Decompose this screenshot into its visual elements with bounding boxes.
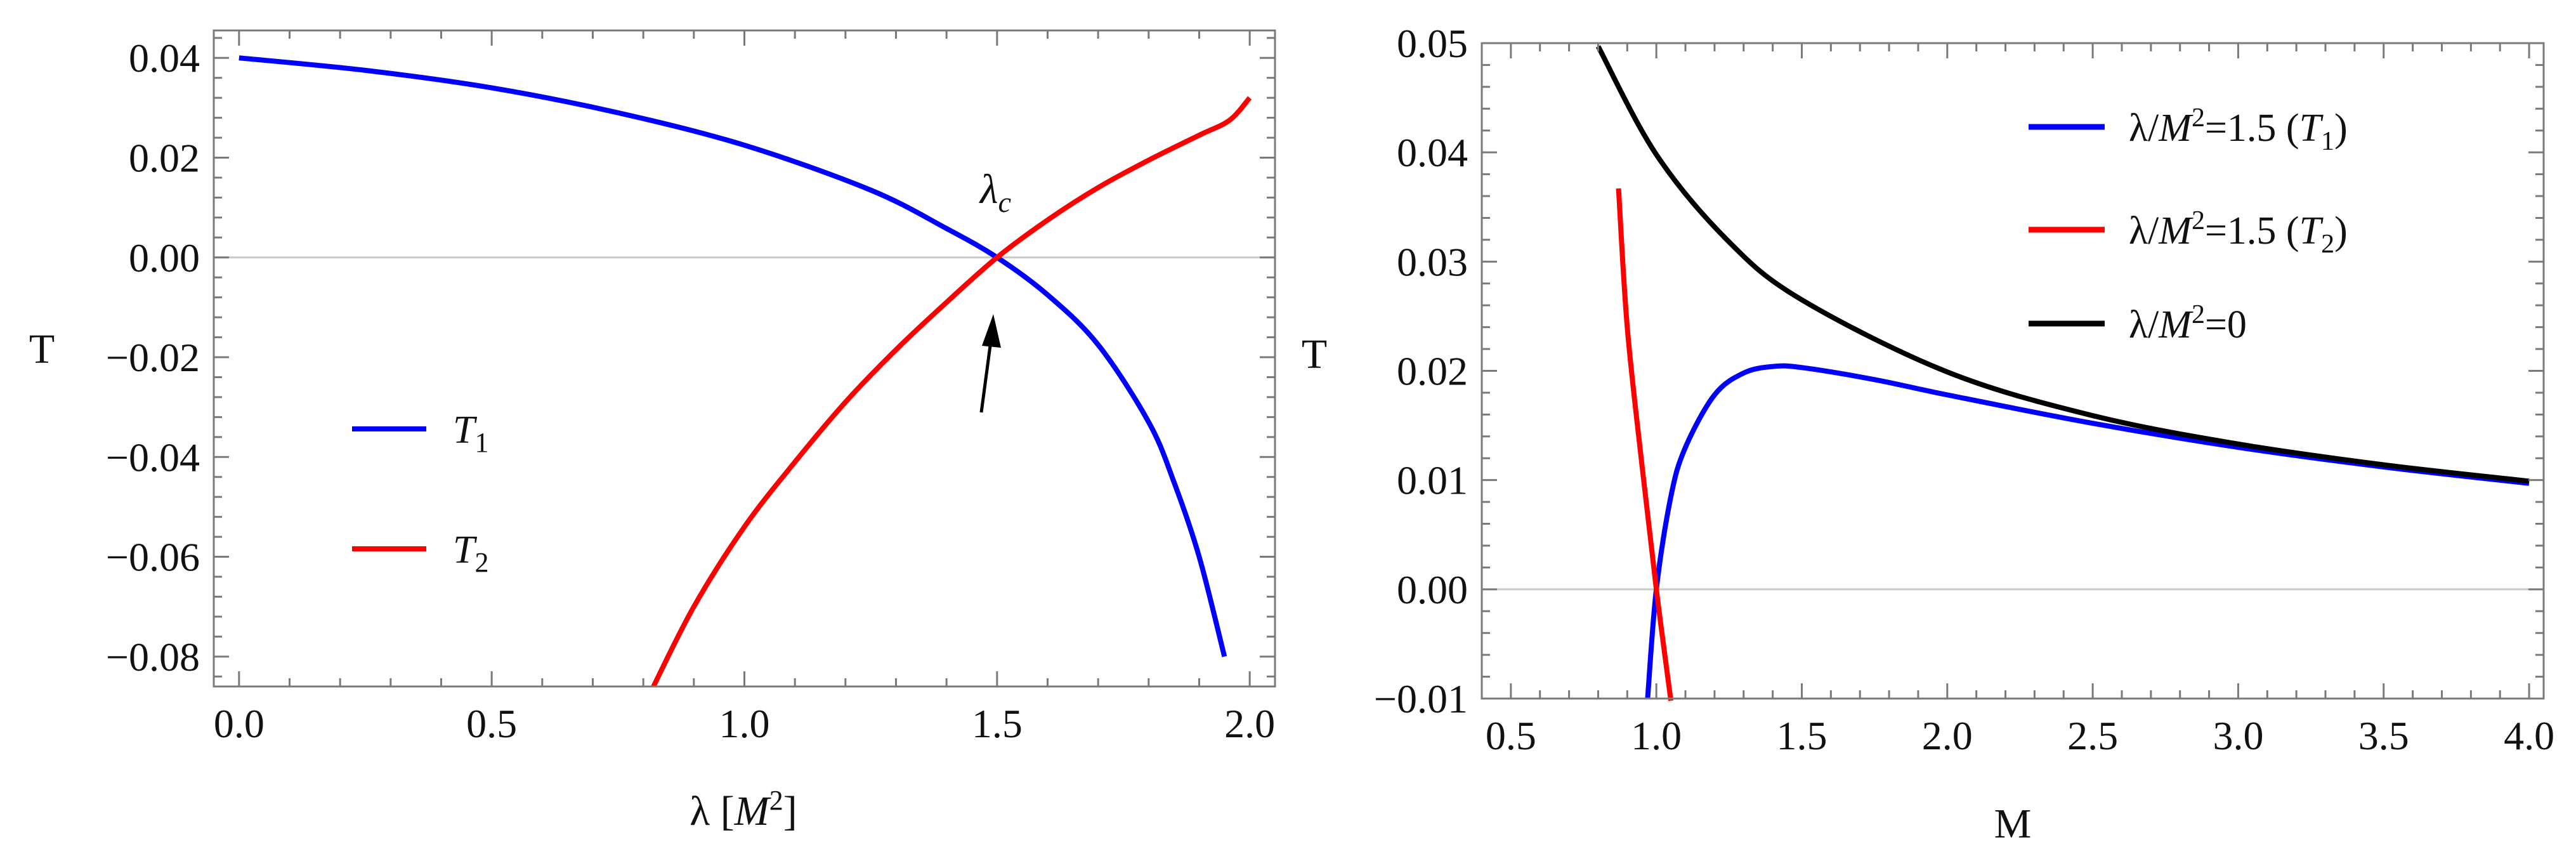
- series-line-2: [651, 96, 1252, 688]
- x-tick-label: 2.0: [1224, 701, 1275, 746]
- legend-label-blue: λ/M2=1.5 (T1): [2129, 103, 2348, 156]
- y-axis-label: T: [29, 326, 55, 372]
- y-tick-label: −0.08: [106, 634, 200, 680]
- y-tick-label: 0.04: [1397, 130, 1468, 175]
- y-tick-label: 0.04: [129, 36, 200, 81]
- legend: λ/M2=1.5 (T1) λ/M2=1.5 (T2) λ/M2=0: [2029, 103, 2348, 346]
- y-tick-label: 0.01: [1397, 458, 1468, 503]
- x-axis-label: λ [M2]: [690, 785, 797, 835]
- annotation-arrow-head: [982, 314, 1001, 348]
- x-tick-label: 2.5: [2067, 713, 2118, 758]
- y-tick-label: 0.05: [1397, 21, 1468, 66]
- x-tick-label: 3.0: [2213, 713, 2263, 758]
- y-tick-label: 0.02: [1397, 349, 1468, 394]
- y-tick-label: 0.00: [129, 235, 200, 280]
- y-axis-label: T: [1302, 331, 1327, 378]
- series-line-1: [239, 55, 1227, 657]
- x-tick-label: 3.5: [2358, 713, 2409, 758]
- legend-label-red: λ/M2=1.5 (T2): [2129, 206, 2348, 259]
- x-tick-label: 0.5: [1486, 713, 1536, 758]
- lambda-c-annotation: λc: [979, 166, 1011, 413]
- legend-label-black: λ/M2=0: [2129, 300, 2247, 346]
- x-axis-label: M: [1994, 801, 2032, 847]
- x-tick-label: 1.5: [972, 701, 1023, 746]
- legend-label-t2: T2: [453, 529, 488, 578]
- x-tick-label: 2.0: [1922, 713, 1973, 758]
- x-tick-label: 1.0: [1631, 713, 1682, 758]
- y-tick-label: 0.00: [1397, 567, 1468, 612]
- legend: T1 T2: [352, 409, 488, 578]
- y-tick-label: 0.02: [129, 136, 200, 181]
- y-tick-label: −0.06: [106, 535, 200, 580]
- lambda-c-label: λc: [979, 166, 1011, 218]
- y-tick-label: −0.02: [106, 335, 200, 380]
- plot-series: [1595, 45, 2530, 701]
- y-tick-label: −0.01: [1374, 676, 1468, 721]
- x-tick-label: 1.0: [719, 701, 770, 746]
- axis-ticks: 0.5 1.0 1.5 2.0 2.5 3.0 3.5 4.0 0.05 0.04 0.03 0.02…: [1374, 21, 2554, 758]
- plot-series: [239, 55, 1252, 688]
- x-tick-label: 0.0: [214, 701, 265, 746]
- y-tick-label: 0.03: [1397, 239, 1468, 284]
- series-line-2: [1616, 188, 1674, 701]
- plot-frame: [212, 29, 1276, 688]
- y-tick-label: −0.04: [106, 435, 200, 480]
- x-tick-label: 1.5: [1776, 713, 1827, 758]
- annotation-arrow-shaft: [979, 336, 993, 413]
- panel-right: 0.5 1.0 1.5 2.0 2.5 3.0 3.5 4.0 0.05 0.04 0.03 0.02…: [1302, 21, 2554, 847]
- x-tick-label: 4.0: [2504, 713, 2554, 758]
- panel-left: 0.0 0.5 1.0 1.5 2.0 0.04 0.02 0.00 −0.02 −0.04 −0.…: [29, 29, 1276, 835]
- axis-ticks: 0.0 0.5 1.0 1.5 2.0 0.04 0.02 0.00 −0.02 −0.04 −0.…: [106, 30, 1275, 746]
- plot-frame: [1481, 42, 2545, 700]
- x-tick-label: 0.5: [466, 701, 517, 746]
- legend-label-t1: T1: [453, 409, 488, 458]
- series-line-1: [1645, 363, 2530, 699]
- series-line-3: [1595, 45, 2530, 484]
